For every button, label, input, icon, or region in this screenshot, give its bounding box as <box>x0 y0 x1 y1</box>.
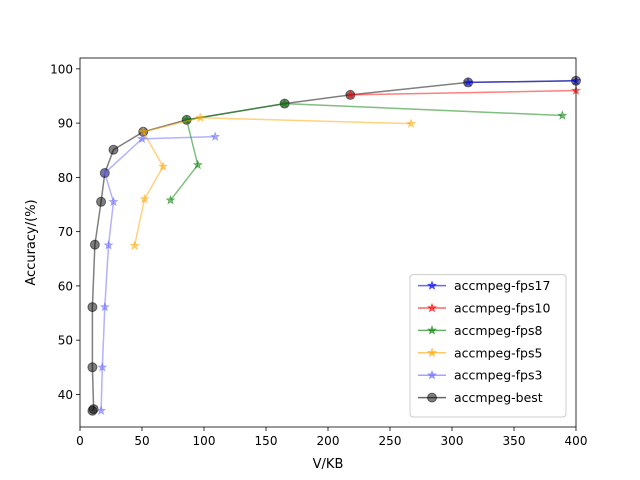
legend-label: accmpeg-fps8 <box>454 323 542 338</box>
legend-entry-accmpeg-fps10: accmpeg-fps10 <box>418 301 550 316</box>
series-line-accmpeg-fps17 <box>468 80 577 84</box>
x-tick-label: 350 <box>503 434 526 448</box>
x-axis-label: V/KB <box>313 457 344 472</box>
data-point-accmpeg-best <box>96 196 107 207</box>
y-tick-label: 80 <box>58 171 73 185</box>
legend: accmpeg-fps17 accmpeg-fps10 accmpeg-fps8 ac… <box>409 274 567 418</box>
legend-marker <box>427 392 437 403</box>
legend-entry-accmpeg-best: accmpeg-best <box>418 390 543 405</box>
data-point-accmpeg-fps3 <box>96 405 107 416</box>
legend-marker <box>426 325 438 335</box>
y-tick-label: 90 <box>58 117 73 131</box>
data-point-accmpeg-fps3 <box>210 131 221 142</box>
data-point-accmpeg-fps10 <box>345 89 356 100</box>
data-point-accmpeg-fps5 <box>195 112 206 123</box>
data-point-accmpeg-fps3 <box>103 239 114 250</box>
series-line-accmpeg-fps5 <box>133 116 412 246</box>
x-tick-label: 150 <box>255 434 278 448</box>
data-point-accmpeg-fps8 <box>165 194 176 205</box>
x-tick-label: 300 <box>441 434 464 448</box>
data-point-accmpeg-fps5 <box>158 161 169 171</box>
y-tick-label: 40 <box>58 388 73 402</box>
series-accmpeg-fps5 <box>129 112 417 251</box>
data-point-accmpeg-fps5 <box>406 118 417 128</box>
x-tick-label: 0 <box>76 434 84 448</box>
legend-entry-accmpeg-fps17: accmpeg-fps17 <box>418 278 550 293</box>
series-layer <box>87 75 582 416</box>
y-tick-label: 60 <box>58 279 73 293</box>
y-axis-ticks: 40 50 60 70 80 90 100 <box>50 62 80 402</box>
data-point-accmpeg-best <box>87 302 98 313</box>
y-tick-label: 50 <box>58 334 73 348</box>
legend-entry-accmpeg-fps3: accmpeg-fps3 <box>418 368 542 383</box>
data-point-accmpeg-fps5 <box>139 193 150 204</box>
x-tick-label: 100 <box>193 434 216 448</box>
series-accmpeg-fps8 <box>165 98 568 205</box>
legend-entry-accmpeg-fps5: accmpeg-fps5 <box>418 345 542 360</box>
x-tick-label: 50 <box>134 434 149 448</box>
data-point-accmpeg-fps3 <box>97 361 108 372</box>
x-tick-label: 250 <box>379 434 402 448</box>
y-axis-label: Accuracy/(%) <box>24 199 39 285</box>
data-point-accmpeg-best <box>87 362 98 373</box>
data-point-accmpeg-fps3 <box>99 167 110 178</box>
data-point-accmpeg-fps5 <box>138 126 149 137</box>
legend-label: accmpeg-fps3 <box>454 368 542 383</box>
legend-label: accmpeg-fps17 <box>454 278 550 293</box>
data-point-accmpeg-fps8 <box>557 110 568 120</box>
data-point-accmpeg-fps5 <box>129 240 140 251</box>
legend-marker <box>426 280 438 290</box>
legend-label: accmpeg-fps10 <box>454 301 550 316</box>
data-point-accmpeg-fps3 <box>136 133 148 144</box>
data-point-accmpeg-best <box>89 239 100 250</box>
x-tick-label: 200 <box>317 434 340 448</box>
data-point-accmpeg-best <box>108 144 119 155</box>
series-line-accmpeg-fps3 <box>100 135 216 411</box>
data-point-accmpeg-fps8 <box>192 159 203 170</box>
legend-marker <box>426 302 438 313</box>
y-tick-label: 70 <box>58 225 73 239</box>
y-tick-label: 100 <box>50 62 73 76</box>
series-accmpeg-fps10 <box>345 85 582 100</box>
series-line-accmpeg-best <box>91 80 577 412</box>
legend-label: accmpeg-best <box>454 390 543 405</box>
legend-label: accmpeg-fps5 <box>454 345 542 360</box>
data-point-accmpeg-fps3 <box>99 301 110 312</box>
series-accmpeg-fps3 <box>96 131 221 416</box>
data-point-accmpeg-fps3 <box>108 196 119 207</box>
x-axis-ticks: 0 50 100 150 200 250 300 350 400 <box>76 427 587 448</box>
legend-entry-accmpeg-fps8: accmpeg-fps8 <box>418 323 542 338</box>
data-point-accmpeg-fps8 <box>279 98 290 108</box>
x-tick-label: 400 <box>565 434 588 448</box>
legend-box <box>409 274 567 418</box>
series-line-accmpeg-fps10 <box>350 89 577 96</box>
legend-marker <box>426 369 438 380</box>
data-point-accmpeg-fps17 <box>463 77 474 87</box>
legend-marker <box>426 347 438 358</box>
